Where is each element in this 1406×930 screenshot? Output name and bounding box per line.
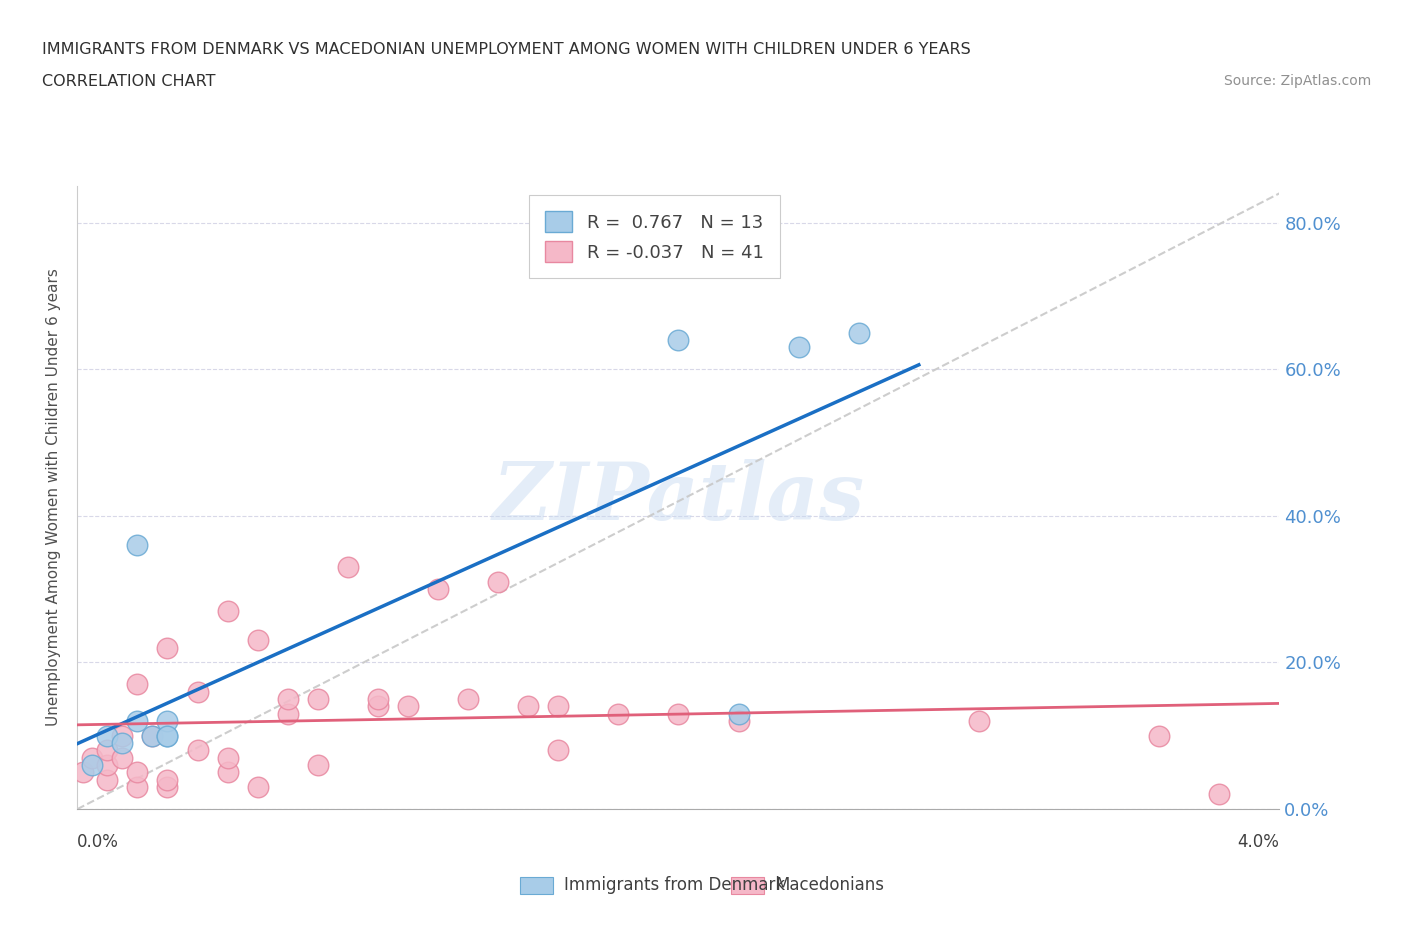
- Point: [367, 699, 389, 714]
- Point: [486, 575, 509, 590]
- Point: [727, 707, 749, 722]
- FancyBboxPatch shape: [731, 877, 763, 894]
- Text: IMMIGRANTS FROM DENMARK VS MACEDONIAN UNEMPLOYMENT AMONG WOMEN WITH CHILDREN UND: IMMIGRANTS FROM DENMARK VS MACEDONIAN UN…: [42, 42, 972, 57]
- Point: [217, 751, 239, 765]
- Point: [82, 751, 104, 765]
- Point: [96, 728, 118, 743]
- Point: [396, 699, 419, 714]
- Point: [307, 758, 329, 773]
- Point: [727, 713, 749, 728]
- Point: [1208, 787, 1230, 802]
- Text: CORRELATION CHART: CORRELATION CHART: [42, 74, 215, 89]
- Point: [427, 582, 450, 597]
- Point: [127, 538, 149, 552]
- Point: [187, 743, 209, 758]
- Text: Immigrants from Denmark: Immigrants from Denmark: [564, 876, 786, 895]
- Point: [517, 699, 540, 714]
- Legend: R =  0.767   N = 13, R = -0.037   N = 41: R = 0.767 N = 13, R = -0.037 N = 41: [529, 195, 780, 278]
- Point: [96, 743, 118, 758]
- Text: 0.0%: 0.0%: [77, 832, 120, 851]
- Point: [127, 779, 149, 794]
- Point: [547, 743, 569, 758]
- Point: [1149, 728, 1171, 743]
- Point: [127, 677, 149, 692]
- Point: [111, 728, 134, 743]
- Point: [217, 604, 239, 618]
- Point: [96, 772, 118, 787]
- Point: [217, 765, 239, 780]
- Y-axis label: Unemployment Among Women with Children Under 6 years: Unemployment Among Women with Children U…: [46, 269, 62, 726]
- Point: [457, 692, 479, 707]
- Point: [967, 713, 990, 728]
- Point: [156, 728, 179, 743]
- Text: ZIPatlas: ZIPatlas: [492, 458, 865, 537]
- Text: Macedonians: Macedonians: [775, 876, 884, 895]
- Point: [156, 779, 179, 794]
- Point: [246, 779, 269, 794]
- Point: [787, 339, 810, 354]
- Point: [156, 641, 179, 656]
- Point: [141, 728, 163, 743]
- Point: [127, 713, 149, 728]
- Point: [127, 765, 149, 780]
- Point: [277, 707, 299, 722]
- Point: [187, 684, 209, 699]
- Point: [156, 772, 179, 787]
- Point: [72, 765, 94, 780]
- Point: [547, 699, 569, 714]
- Point: [156, 728, 179, 743]
- Point: [668, 333, 690, 348]
- Point: [246, 633, 269, 648]
- Point: [156, 713, 179, 728]
- Point: [367, 692, 389, 707]
- Point: [336, 560, 359, 575]
- Text: 4.0%: 4.0%: [1237, 832, 1279, 851]
- Point: [668, 707, 690, 722]
- Text: Source: ZipAtlas.com: Source: ZipAtlas.com: [1223, 74, 1371, 88]
- FancyBboxPatch shape: [520, 877, 553, 894]
- Point: [111, 736, 134, 751]
- Point: [277, 692, 299, 707]
- Point: [111, 751, 134, 765]
- Point: [141, 728, 163, 743]
- Point: [307, 692, 329, 707]
- Point: [96, 758, 118, 773]
- Point: [607, 707, 630, 722]
- Point: [82, 758, 104, 773]
- Point: [848, 326, 870, 340]
